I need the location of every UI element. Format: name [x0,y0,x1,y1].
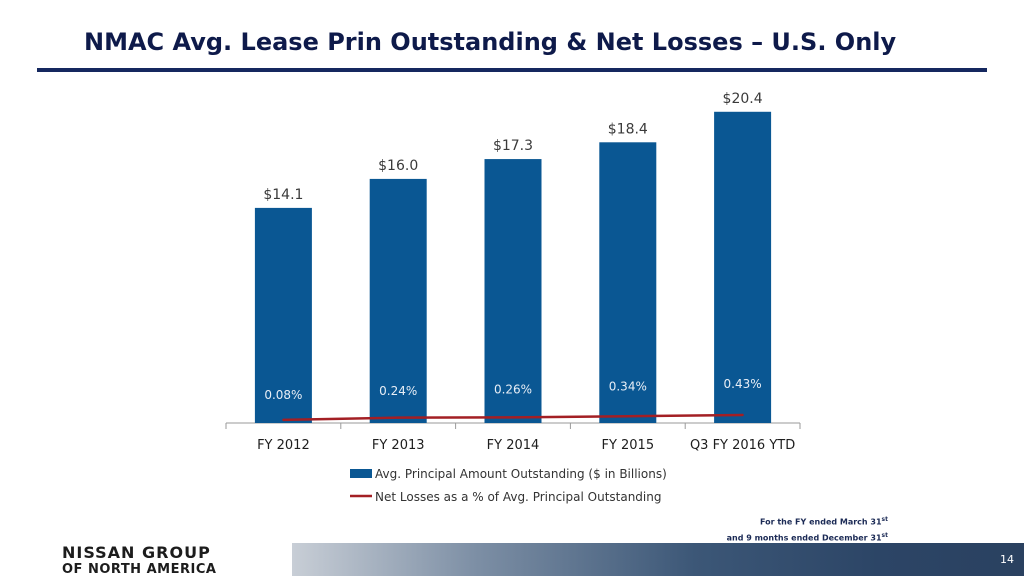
company-logo: NISSAN GROUP OF NORTH AMERICA [62,544,216,576]
page-title: NMAC Avg. Lease Prin Outstanding & Net L… [84,28,897,56]
line-value-label: 0.34% [609,380,647,394]
x-tick-label: Q3 FY 2016 YTD [690,438,795,453]
bar-3 [484,159,542,424]
footnote: For the FY ended March 31st and 9 months… [727,513,888,544]
bar-5 [714,111,772,423]
x-tick-label: FY 2014 [487,438,540,453]
bar-2 [369,178,427,423]
bar-value-label: $18.4 [608,121,648,137]
logo-line-1: NISSAN GROUP [62,543,211,562]
line-value-label: 0.26% [494,382,532,396]
footnote-line-2: and 9 months ended December 31 [726,533,882,543]
bar-value-label: $20.4 [723,91,763,107]
bar-value-label: $16.0 [378,158,418,174]
footnote-line-2-sup: st [881,531,888,539]
bar-1 [254,207,312,423]
logo-line-2: OF NORTH AMERICA [62,562,217,576]
x-tick-label: FY 2012 [257,438,310,453]
net-loss-point [626,415,629,418]
line-value-label: 0.24% [379,384,417,398]
bar-value-label: $17.3 [493,138,533,154]
net-loss-point [282,418,285,422]
title-divider [37,68,987,72]
line-value-label: 0.08% [264,388,302,402]
page-number: 14 [1000,553,1014,566]
legend-label-bars: Avg. Principal Amount Outstanding ($ in … [375,467,667,481]
footnote-line-1: For the FY ended March 31 [759,517,882,527]
legend-swatch-bars [350,469,372,478]
net-loss-point [397,416,400,419]
footer-band [292,543,1024,576]
legend-label-line: Net Losses as a % of Avg. Principal Outs… [375,490,661,504]
x-tick-label: FY 2015 [601,438,654,453]
footnote-line-1-sup: st [881,516,888,523]
bar-4 [599,142,657,423]
net-loss-point [511,416,515,419]
line-value-label: 0.43% [724,377,762,391]
net-loss-point [741,413,744,417]
bar-value-label: $14.1 [263,187,303,203]
x-tick-label: FY 2013 [372,438,425,453]
